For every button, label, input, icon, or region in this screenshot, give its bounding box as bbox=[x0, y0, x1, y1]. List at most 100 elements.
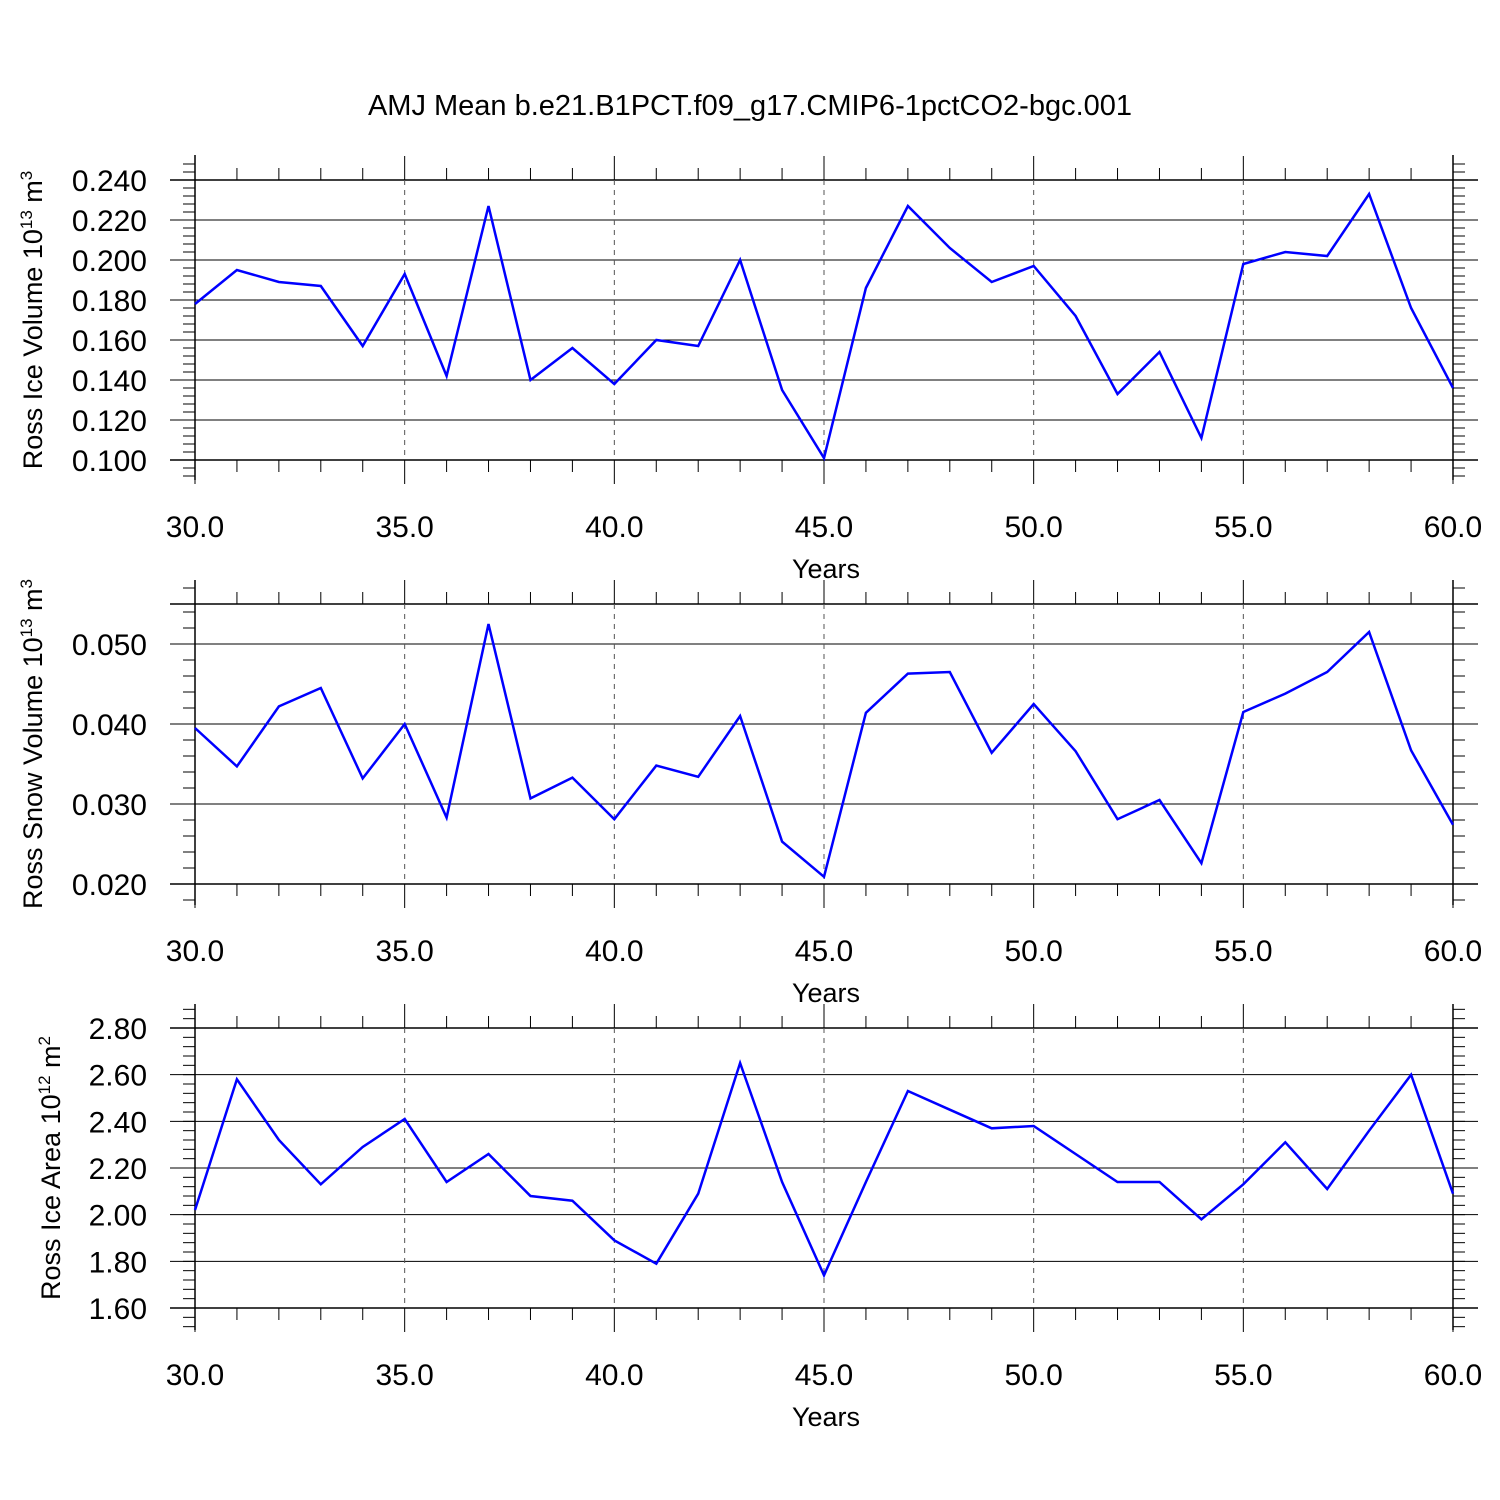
data-point bbox=[1158, 1181, 1160, 1183]
data-point bbox=[865, 712, 867, 714]
data-point bbox=[1242, 263, 1244, 265]
data-point bbox=[991, 1127, 993, 1129]
x-tick-label: 45.0 bbox=[795, 511, 853, 544]
y-axis-title: Ross Ice Volume 1013 m3 bbox=[17, 171, 48, 470]
data-point bbox=[1410, 307, 1412, 309]
data-point bbox=[1242, 711, 1244, 713]
data-point bbox=[404, 1118, 406, 1120]
data-point bbox=[446, 817, 448, 819]
data-point bbox=[1410, 1074, 1412, 1076]
x-tick-label: 50.0 bbox=[1004, 1359, 1062, 1392]
x-tick-label: 40.0 bbox=[585, 511, 643, 544]
data-point bbox=[1368, 1130, 1370, 1132]
x-tick-label: 30.0 bbox=[166, 1359, 224, 1392]
data-point bbox=[865, 287, 867, 289]
data-point bbox=[1158, 799, 1160, 801]
data-point bbox=[865, 1181, 867, 1183]
data-point bbox=[1284, 251, 1286, 253]
x-tick-label: 30.0 bbox=[166, 511, 224, 544]
data-point bbox=[446, 375, 448, 377]
data-point bbox=[823, 457, 825, 459]
y-tick-label: 0.100 bbox=[72, 445, 147, 478]
y-tick-label: 2.60 bbox=[89, 1060, 147, 1093]
data-point bbox=[697, 345, 699, 347]
data-point bbox=[739, 1062, 741, 1064]
x-tick-label: 35.0 bbox=[375, 1359, 433, 1392]
x-axis-title: Years bbox=[792, 554, 860, 584]
data-point bbox=[697, 776, 699, 778]
data-point bbox=[236, 765, 238, 767]
data-point bbox=[362, 1146, 364, 1148]
x-tick-label: 40.0 bbox=[585, 935, 643, 968]
y-tick-label: 0.140 bbox=[72, 365, 147, 398]
y-tick-label: 0.020 bbox=[72, 869, 147, 902]
data-point bbox=[907, 673, 909, 675]
data-point bbox=[404, 273, 406, 275]
chart-panel-snow-volume: 0.020 0.030 0.040 0.050 30.0 35.0 40.0 45.0 50.0… bbox=[17, 579, 1482, 1008]
data-point bbox=[1410, 749, 1412, 751]
data-point bbox=[320, 687, 322, 689]
data-point bbox=[739, 259, 741, 261]
data-point bbox=[613, 818, 615, 820]
data-point bbox=[781, 389, 783, 391]
y-tick-label: 0.240 bbox=[72, 165, 147, 198]
data-point bbox=[278, 705, 280, 707]
data-point bbox=[236, 1078, 238, 1080]
data-point bbox=[236, 269, 238, 271]
data-point bbox=[781, 841, 783, 843]
x-axis-title: Years bbox=[792, 1402, 860, 1432]
data-point bbox=[529, 797, 531, 799]
page-title: AMJ Mean b.e21.B1PCT.f09_g17.CMIP6-1pctC… bbox=[367, 90, 1133, 122]
x-tick-label: 30.0 bbox=[166, 935, 224, 968]
y-tick-label: 0.160 bbox=[72, 325, 147, 358]
data-point bbox=[1200, 437, 1202, 439]
x-tick-label: 50.0 bbox=[1004, 511, 1062, 544]
series-line bbox=[194, 623, 1455, 880]
y-tick-label: 0.030 bbox=[72, 789, 147, 822]
data-point bbox=[949, 247, 951, 249]
data-point bbox=[1452, 387, 1454, 389]
data-point bbox=[1326, 1188, 1328, 1190]
data-point bbox=[1033, 703, 1035, 705]
data-point bbox=[194, 1209, 196, 1211]
y-tick-label: 0.180 bbox=[72, 285, 147, 318]
x-tick-label: 60.0 bbox=[1424, 1359, 1482, 1392]
data-point bbox=[362, 345, 364, 347]
y-tick-label: 0.050 bbox=[72, 629, 147, 662]
data-point bbox=[907, 205, 909, 207]
data-point bbox=[697, 1193, 699, 1195]
y-tick-label: 0.220 bbox=[72, 205, 147, 238]
y-tick-label: 2.80 bbox=[89, 1013, 147, 1046]
data-point bbox=[1075, 750, 1077, 752]
x-tick-label: 35.0 bbox=[375, 935, 433, 968]
data-point bbox=[1158, 351, 1160, 353]
x-tick-label: 45.0 bbox=[795, 935, 853, 968]
data-point bbox=[655, 339, 657, 341]
chart-panel-ice-area: 1.60 1.80 2.00 2.20 2.40 2.60 2.80 30.0 35.0 40.0… bbox=[35, 1004, 1482, 1432]
data-point bbox=[1368, 631, 1370, 633]
data-point bbox=[781, 1181, 783, 1183]
data-point bbox=[613, 383, 615, 385]
data-point bbox=[278, 281, 280, 283]
data-point bbox=[1368, 193, 1370, 195]
data-point bbox=[1452, 1193, 1454, 1195]
data-point bbox=[571, 1200, 573, 1202]
data-point bbox=[194, 303, 196, 305]
data-point bbox=[655, 1263, 657, 1265]
x-tick-label: 45.0 bbox=[795, 1359, 853, 1392]
data-point bbox=[1242, 1183, 1244, 1185]
data-point bbox=[991, 281, 993, 283]
y-tick-label: 0.120 bbox=[72, 405, 147, 438]
x-tick-label: 55.0 bbox=[1214, 1359, 1272, 1392]
data-point bbox=[1117, 818, 1119, 820]
data-point bbox=[1033, 265, 1035, 267]
y-axis-title: Ross Snow Volume 1013 m3 bbox=[17, 579, 48, 909]
data-point bbox=[1033, 1125, 1035, 1127]
data-point bbox=[446, 1181, 448, 1183]
series-line bbox=[194, 191, 1455, 462]
x-tick-label: 50.0 bbox=[1004, 935, 1062, 968]
data-point bbox=[1075, 315, 1077, 317]
data-point bbox=[1326, 671, 1328, 673]
y-tick-label: 0.200 bbox=[72, 245, 147, 278]
data-point bbox=[1284, 693, 1286, 695]
